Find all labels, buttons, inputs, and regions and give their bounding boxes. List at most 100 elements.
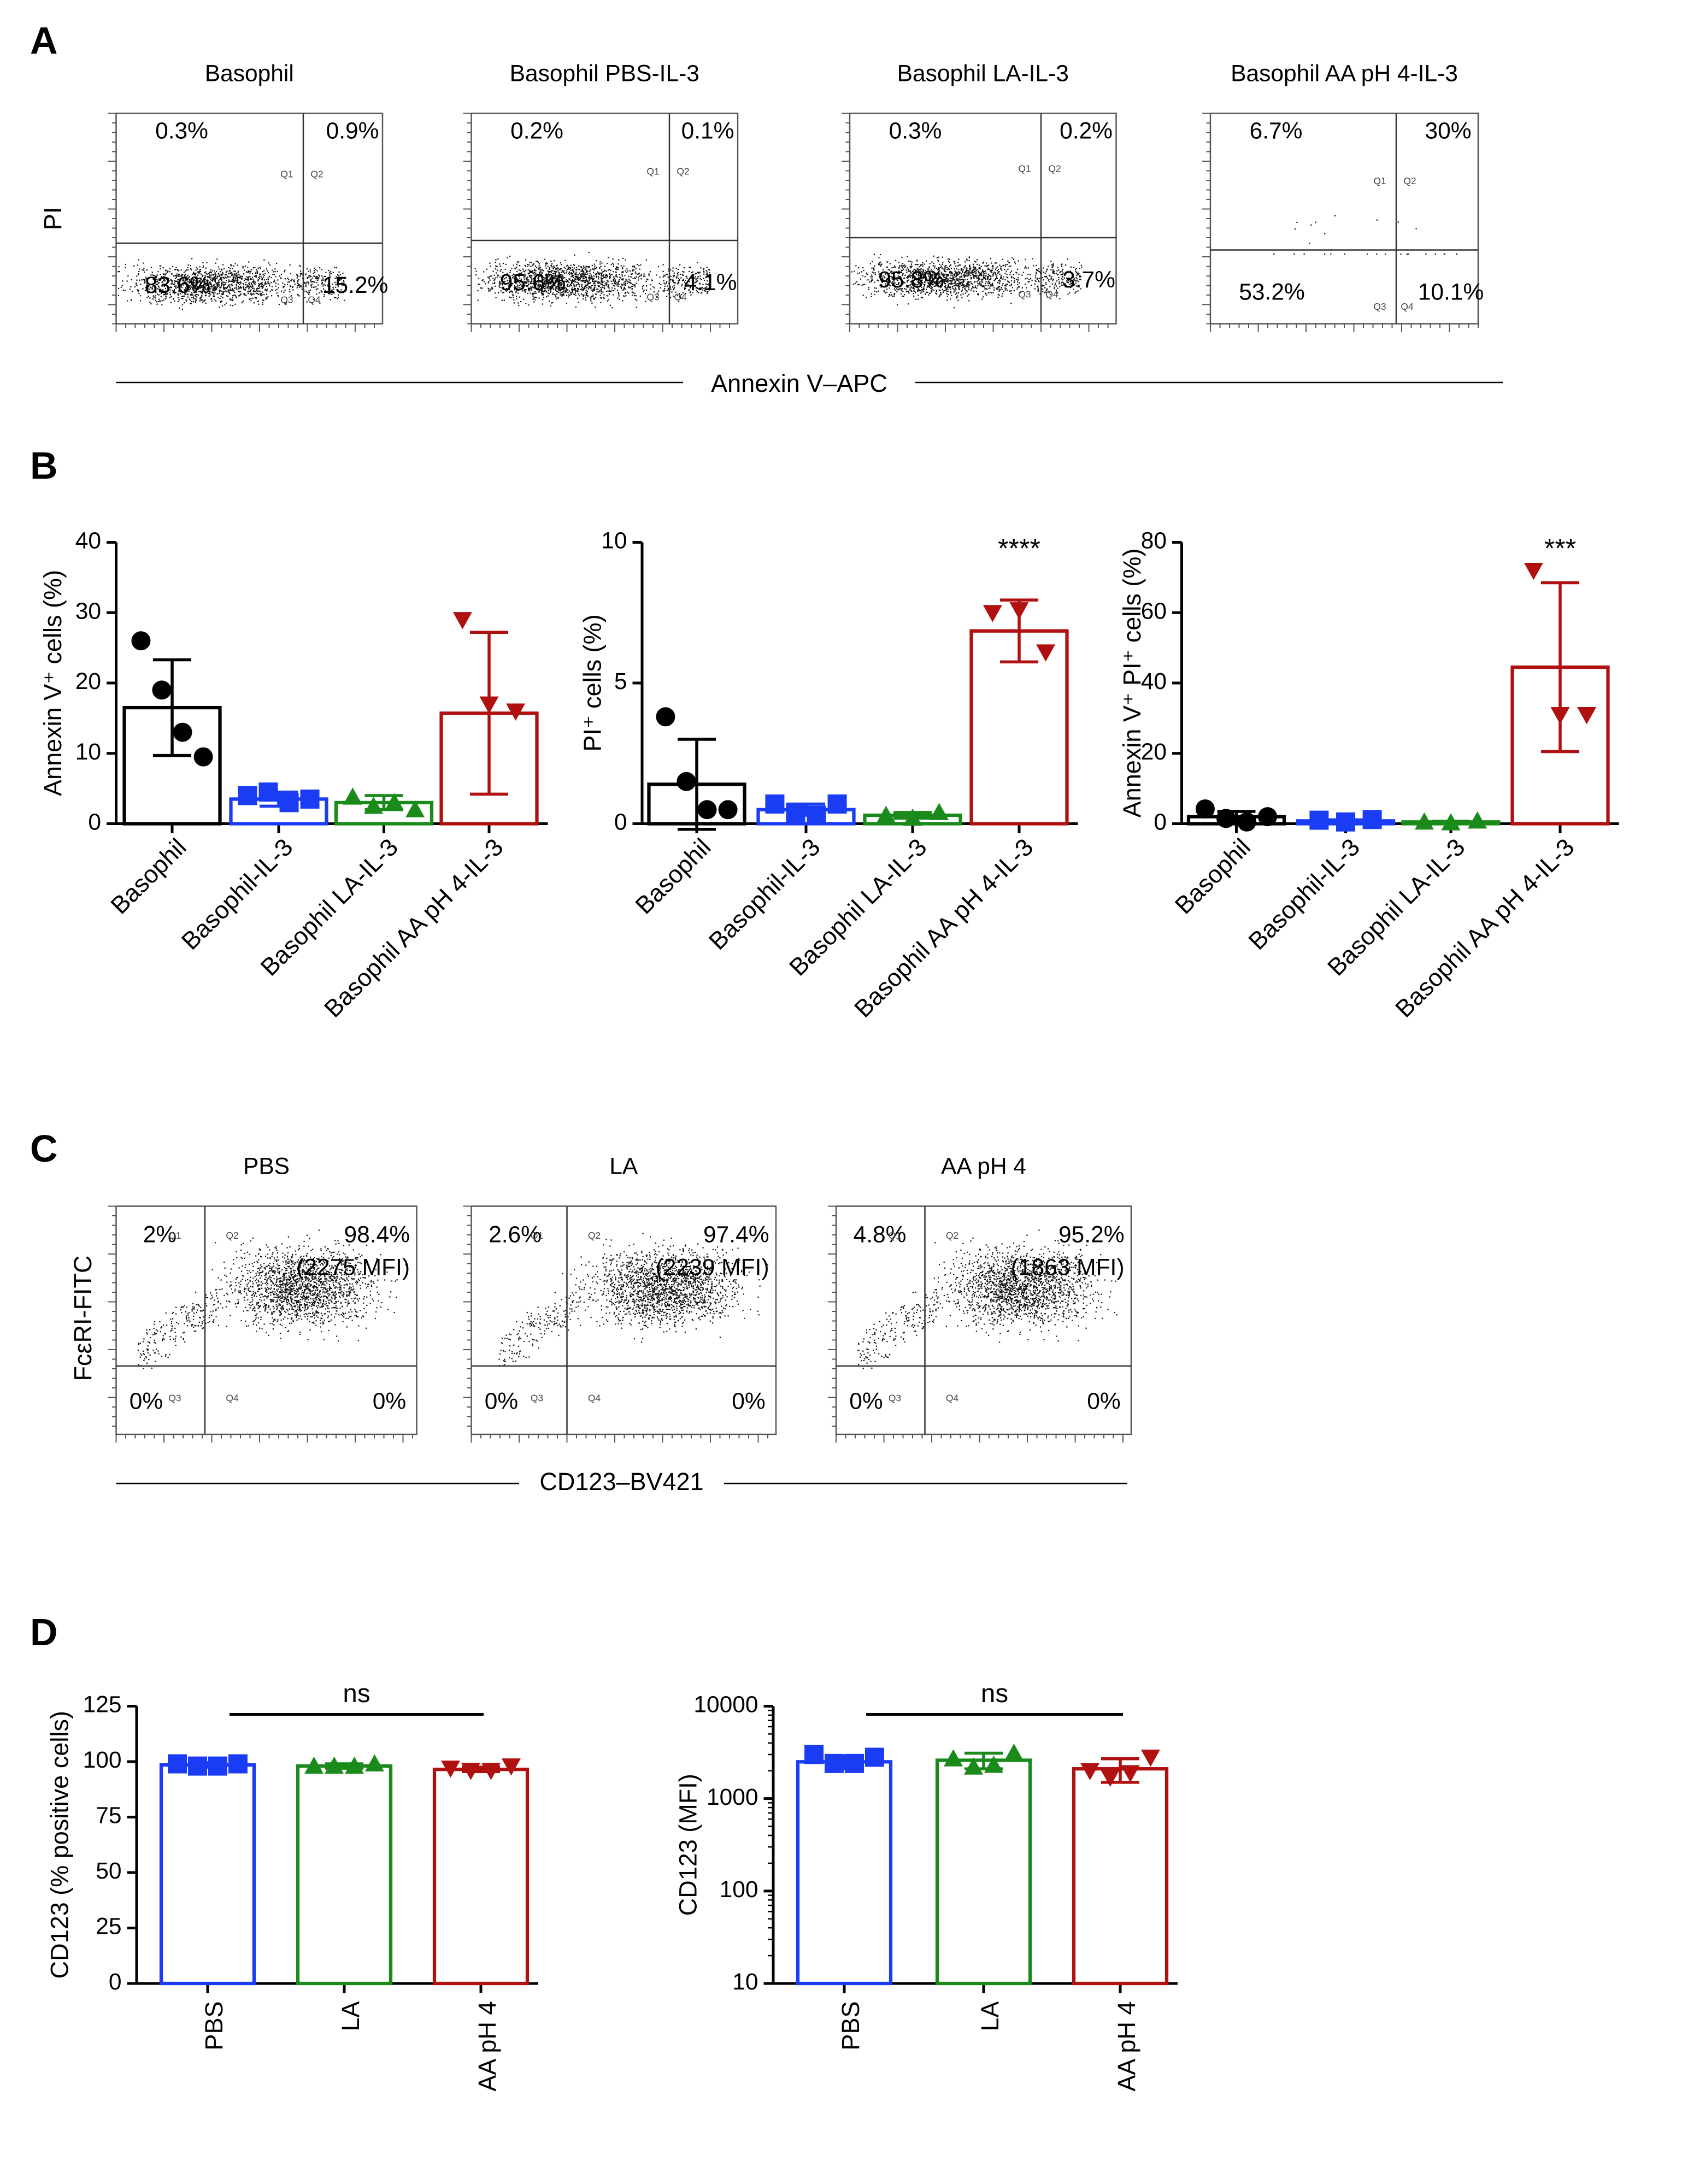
data-point bbox=[1362, 810, 1382, 829]
data-point bbox=[193, 747, 213, 767]
data-point bbox=[677, 772, 696, 791]
data-point bbox=[804, 1745, 824, 1764]
data-point bbox=[385, 793, 404, 810]
quadrant-value: 10.1% bbox=[1418, 280, 1484, 305]
data-point bbox=[983, 605, 1002, 622]
data-point bbox=[1441, 813, 1461, 831]
data-point bbox=[876, 805, 896, 823]
quadrant-name: Q3 bbox=[646, 292, 659, 303]
quadrant-name: Q1 bbox=[1373, 175, 1386, 186]
quadrant-name: Q4 bbox=[588, 1393, 601, 1404]
quadrant-value: 0% bbox=[485, 1389, 518, 1415]
data-point bbox=[825, 1753, 844, 1773]
bar bbox=[935, 1758, 1032, 1986]
quadrant-name: Q4 bbox=[674, 292, 687, 303]
data-point bbox=[173, 722, 192, 742]
quadrant-value: 95.2% bbox=[1058, 1222, 1125, 1248]
quadrant-value: 6.7% bbox=[1250, 119, 1303, 144]
quadrant-name: Q2 bbox=[677, 166, 689, 177]
quadrant-value: 3.7% bbox=[1062, 267, 1115, 293]
plot-frame bbox=[471, 1205, 777, 1435]
y-tick-label: 10 bbox=[601, 528, 627, 554]
data-point bbox=[786, 803, 805, 822]
y-tick-label: 60 bbox=[1141, 598, 1167, 624]
y-tick-label: 10 bbox=[75, 739, 101, 765]
quadrant-value: 0.9% bbox=[326, 119, 379, 144]
plot-frame bbox=[115, 1205, 417, 1435]
quadrant-value: 97.4% bbox=[703, 1222, 769, 1248]
data-point bbox=[697, 800, 717, 820]
y-axis-label: FcεRI-FITC bbox=[69, 1255, 97, 1381]
data-point bbox=[152, 680, 172, 700]
plot-title: Basophil PBS-IL-3 bbox=[510, 61, 699, 87]
error-bar bbox=[1101, 1757, 1140, 1784]
quadrant-name: Q3 bbox=[889, 1393, 901, 1404]
data-point bbox=[461, 1763, 481, 1780]
quadrant-name: Q1 bbox=[280, 169, 293, 180]
data-point bbox=[481, 1763, 501, 1780]
bar bbox=[159, 1763, 256, 1986]
panel-label: C bbox=[30, 1127, 58, 1170]
y-tick-label: 0 bbox=[1154, 810, 1167, 835]
quadrant-value: 83.6% bbox=[145, 273, 211, 298]
mfi-label: (1863 MFI) bbox=[1011, 1255, 1125, 1281]
data-point bbox=[1524, 563, 1543, 580]
quadrant-name: Q3 bbox=[1018, 289, 1031, 300]
quadrant-value: 4.8% bbox=[854, 1222, 907, 1248]
significance-label: ns bbox=[981, 1679, 1008, 1708]
plot-title: LA bbox=[609, 1154, 638, 1180]
data-point bbox=[1216, 809, 1236, 828]
quadrant-name: Q1 bbox=[889, 1230, 901, 1241]
x-tick-label: AA pH 4 bbox=[1113, 2001, 1140, 2092]
data-point bbox=[1258, 807, 1278, 827]
y-axis-label: CD123 (MFI) bbox=[674, 1774, 702, 1916]
data-point bbox=[279, 793, 299, 813]
data-point bbox=[1550, 707, 1570, 725]
data-point bbox=[1468, 811, 1487, 829]
y-tick-label: 1000 bbox=[707, 1785, 758, 1810]
significance-label: *** bbox=[1544, 533, 1576, 564]
y-tick-label: 40 bbox=[1141, 669, 1167, 694]
quadrant-value: 53.2% bbox=[1239, 280, 1305, 305]
plot-title: Basophil LA-IL-3 bbox=[897, 61, 1069, 87]
data-point bbox=[501, 1758, 521, 1776]
data-point bbox=[364, 1754, 384, 1772]
panel-label: A bbox=[30, 19, 58, 62]
error-bar bbox=[153, 658, 192, 757]
data-point bbox=[188, 1756, 208, 1776]
quadrant-value: 4.1% bbox=[684, 270, 737, 296]
quadrant-value: 0% bbox=[130, 1389, 163, 1415]
x-tick-label: LA bbox=[337, 2001, 364, 2032]
data-point bbox=[238, 786, 257, 805]
y-axis-label: CD123 (% positive cells) bbox=[45, 1711, 73, 1979]
label-gap bbox=[519, 1468, 725, 1499]
plot-title: Basophil bbox=[205, 61, 294, 87]
quadrant-name: Q2 bbox=[588, 1230, 601, 1241]
data-point bbox=[452, 612, 472, 629]
y-tick-label: 100 bbox=[83, 1747, 122, 1773]
bar bbox=[432, 1768, 530, 1986]
data-point bbox=[506, 703, 526, 721]
data-point bbox=[343, 787, 362, 805]
data-point bbox=[208, 1756, 227, 1776]
data-point bbox=[844, 1753, 864, 1773]
mfi-label: (2275 MFI) bbox=[296, 1255, 410, 1281]
quadrant-name: Q1 bbox=[531, 1230, 543, 1241]
quadrant-name: Q4 bbox=[226, 1393, 239, 1404]
x-axis-label: CD123–BV421 bbox=[539, 1468, 703, 1496]
y-tick-label: 5 bbox=[614, 669, 627, 694]
quadrant-value: 2% bbox=[143, 1222, 177, 1248]
quadrant-name: Q4 bbox=[1401, 301, 1414, 312]
data-point bbox=[131, 631, 151, 651]
data-point bbox=[1577, 707, 1597, 725]
y-tick-label: 10000 bbox=[693, 1692, 758, 1718]
quadrant-value: 0% bbox=[1087, 1389, 1120, 1415]
data-point bbox=[258, 782, 278, 802]
plot-title: AA pH 4 bbox=[941, 1154, 1026, 1180]
quadrant-name: Q2 bbox=[310, 169, 323, 180]
data-point bbox=[304, 1756, 324, 1774]
y-tick-label: 100 bbox=[720, 1877, 758, 1903]
x-tick-label: PBS bbox=[200, 2001, 228, 2051]
y-tick-label: 30 bbox=[75, 598, 101, 624]
quadrant-value: 0.3% bbox=[889, 119, 942, 144]
